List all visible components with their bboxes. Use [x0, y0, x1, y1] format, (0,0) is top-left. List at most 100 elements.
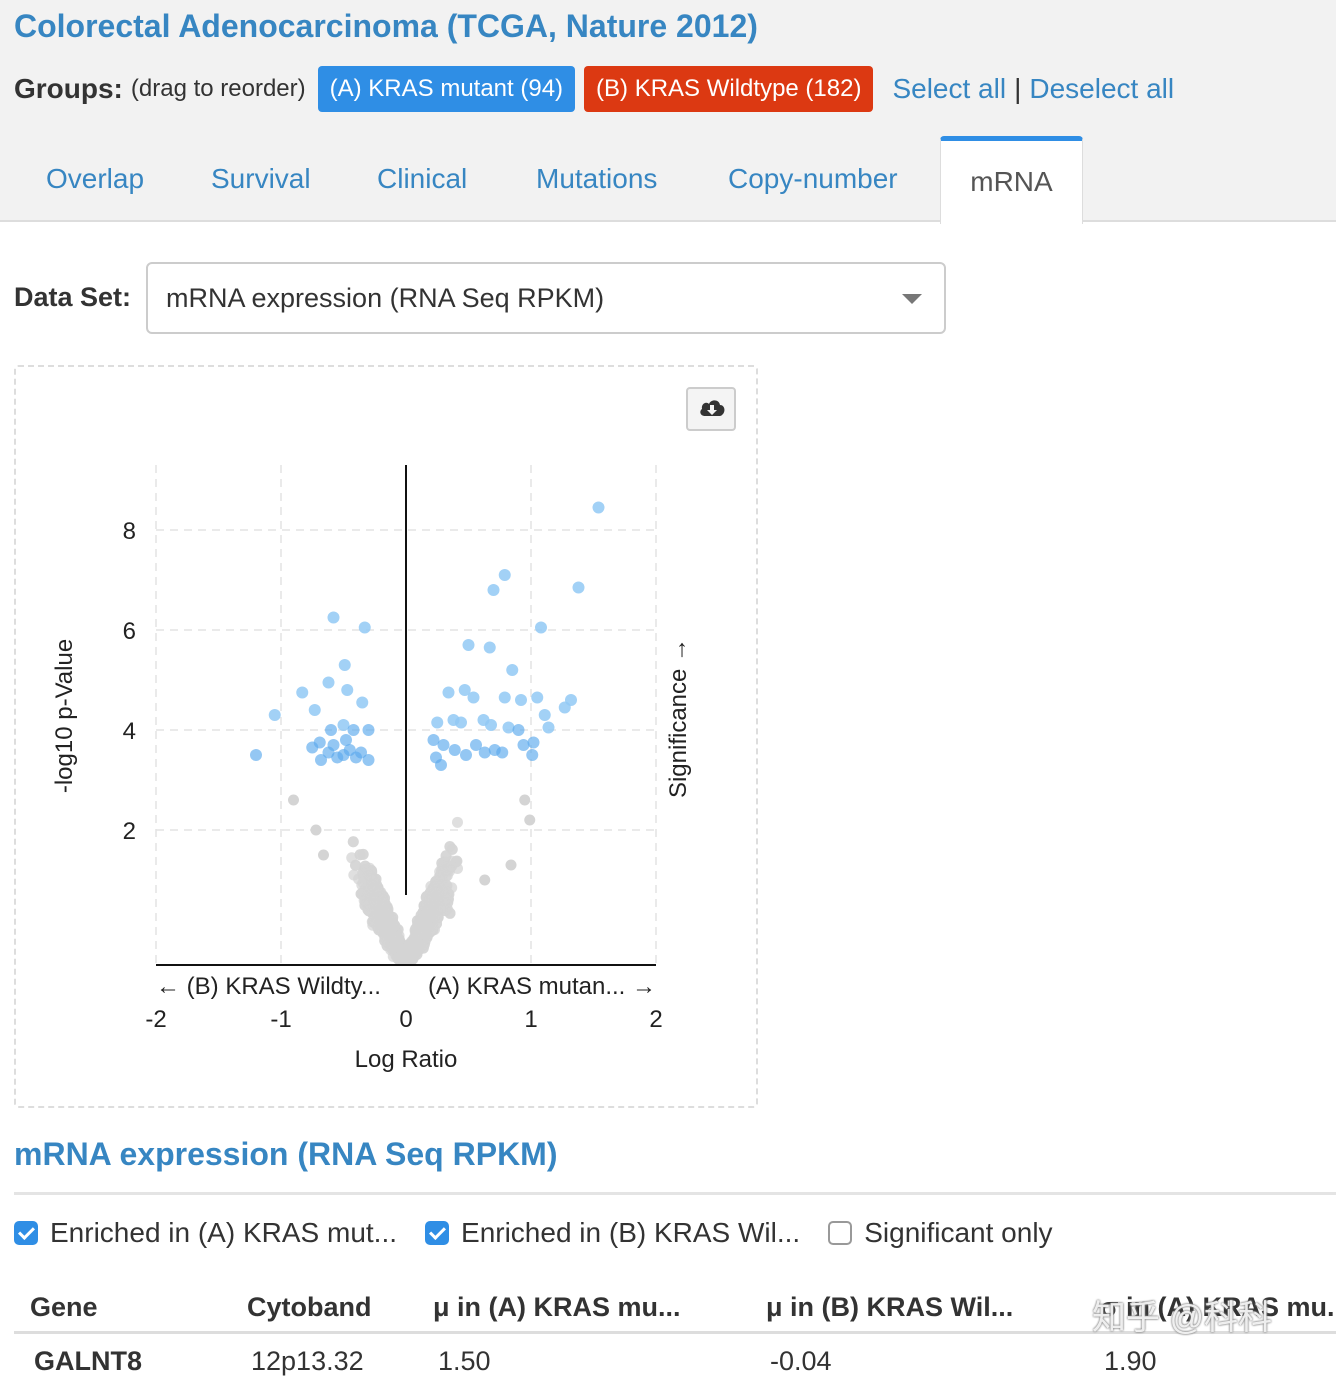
point-significant[interactable]: [442, 686, 455, 699]
tab-mrna[interactable]: mRNA: [940, 136, 1083, 224]
checkbox-unchecked-icon[interactable]: [828, 1221, 853, 1245]
point-significant[interactable]: [315, 754, 327, 766]
table-section-title: mRNA expression (RNA Seq RPKM): [14, 1136, 558, 1172]
point-significant[interactable]: [322, 746, 335, 759]
point-significant[interactable]: [250, 749, 262, 761]
point-significant[interactable]: [268, 709, 281, 721]
point-significant[interactable]: [496, 746, 509, 759]
point-significant[interactable]: [485, 719, 497, 731]
study-title[interactable]: Colorectal Adenocarcinoma (TCGA, Nature …: [14, 8, 758, 44]
cell-sd-a: 1.90: [1104, 1346, 1157, 1376]
filter-enriched-b[interactable]: Enriched in (B) KRAS Wil...: [425, 1217, 800, 1249]
point-significant[interactable]: [338, 659, 351, 671]
point-significant[interactable]: [462, 639, 475, 651]
point-significant[interactable]: [337, 719, 350, 731]
download-button[interactable]: [686, 387, 736, 431]
point-significant[interactable]: [437, 739, 450, 751]
point-significant[interactable]: [498, 691, 511, 704]
point-significant[interactable]: [356, 696, 369, 709]
point-not-significant: [451, 855, 463, 867]
point-significant[interactable]: [558, 701, 571, 714]
group-pill-kras-wildtype[interactable]: (B) KRAS Wildtype (182): [584, 66, 874, 112]
point-significant[interactable]: [327, 611, 340, 624]
filter-enriched-a[interactable]: Enriched in (A) KRAS mut...: [14, 1217, 397, 1249]
point-significant[interactable]: [592, 501, 605, 514]
point-significant[interactable]: [322, 676, 335, 689]
point-not-significant: [368, 896, 380, 908]
table-row[interactable]: GALNT8 12p13.32 1.50 -0.04 1.90: [14, 1336, 1336, 1376]
point-significant[interactable]: [358, 621, 371, 634]
column-header-cytoband[interactable]: Cytoband: [247, 1292, 372, 1322]
watermark: 知乎 @科科: [1092, 1299, 1272, 1337]
tab-copy-number[interactable]: Copy-number: [728, 163, 898, 194]
point-not-significant: [524, 814, 536, 826]
point-significant[interactable]: [325, 724, 337, 736]
point-significant[interactable]: [517, 739, 530, 751]
dataset-select[interactable]: mRNA expression (RNA Seq RPKM): [146, 262, 946, 334]
point-significant[interactable]: [427, 734, 440, 746]
tab-clinical[interactable]: Clinical: [377, 163, 468, 194]
point-significant[interactable]: [308, 704, 321, 716]
point-significant[interactable]: [362, 754, 375, 766]
y-tick-label: 4: [123, 718, 136, 745]
point-significant[interactable]: [350, 751, 362, 764]
point-significant[interactable]: [340, 734, 352, 746]
point-significant[interactable]: [502, 721, 515, 734]
point-significant[interactable]: [467, 691, 480, 704]
point-significant[interactable]: [526, 749, 539, 761]
tab-mutations[interactable]: Mutations: [536, 163, 658, 194]
point-significant[interactable]: [337, 749, 350, 761]
y-tick-label: 2: [123, 818, 136, 845]
point-significant[interactable]: [542, 721, 555, 734]
checkbox-checked-icon[interactable]: [425, 1221, 450, 1245]
column-header-gene[interactable]: Gene: [30, 1292, 98, 1322]
column-header-sd-a[interactable]: σ in (A) KRAS mu...: [1100, 1292, 1336, 1322]
point-significant[interactable]: [362, 724, 375, 736]
point-significant[interactable]: [538, 709, 551, 721]
plot-container: [14, 365, 758, 1108]
filter-enriched-b-label: Enriched in (B) KRAS Wil...: [461, 1217, 801, 1248]
point-significant[interactable]: [460, 749, 472, 761]
point-significant[interactable]: [535, 621, 547, 634]
groups-row: Groups: (drag to reorder) (A) KRAS mutan…: [14, 66, 1174, 112]
point-significant[interactable]: [341, 684, 354, 696]
point-significant[interactable]: [512, 724, 525, 736]
point-significant[interactable]: [455, 716, 467, 729]
cell-gene[interactable]: GALNT8: [34, 1346, 142, 1376]
filter-significant-only[interactable]: Significant only: [828, 1217, 1053, 1249]
point-significant[interactable]: [296, 686, 309, 699]
point-significant[interactable]: [572, 581, 585, 594]
select-all-link[interactable]: Select all: [892, 73, 1007, 104]
cell-mean-b: -0.04: [770, 1346, 832, 1376]
point-significant[interactable]: [506, 664, 519, 676]
group-pill-kras-mutant[interactable]: (A) KRAS mutant (94): [317, 66, 576, 112]
point-significant[interactable]: [527, 736, 540, 749]
link-separator: |: [1014, 73, 1022, 104]
nonsignificant-points: [288, 794, 536, 966]
x-hint-left: ← (B) KRAS Wildty...: [156, 973, 381, 1000]
point-not-significant: [377, 894, 389, 906]
point-significant[interactable]: [470, 739, 482, 751]
point-significant[interactable]: [347, 724, 360, 736]
point-significant[interactable]: [515, 694, 527, 706]
checkbox-checked-icon[interactable]: [14, 1221, 38, 1245]
point-significant[interactable]: [487, 584, 500, 596]
column-header-mean-b[interactable]: μ in (B) KRAS Wil...: [766, 1292, 1014, 1322]
tab-overlap[interactable]: Overlap: [46, 163, 145, 194]
point-significant[interactable]: [435, 759, 447, 771]
point-significant[interactable]: [306, 741, 319, 754]
tab-bar: Overlap Survival Clinical Mutations Copy…: [0, 136, 1336, 224]
dataset-select-value: mRNA expression (RNA Seq RPKM): [166, 283, 605, 313]
point-significant[interactable]: [458, 684, 471, 696]
point-significant[interactable]: [483, 641, 496, 654]
deselect-all-link[interactable]: Deselect all: [1029, 73, 1175, 104]
tab-survival[interactable]: Survival: [211, 163, 311, 194]
point-significant[interactable]: [448, 744, 461, 756]
point-significant[interactable]: [498, 569, 511, 581]
point-significant[interactable]: [431, 716, 444, 729]
table-filters: Enriched in (A) KRAS mut... Enriched in …: [14, 1212, 1081, 1254]
column-header-mean-a[interactable]: μ in (A) KRAS mu...: [433, 1292, 681, 1322]
point-significant[interactable]: [531, 691, 544, 704]
point-significant[interactable]: [478, 746, 491, 759]
